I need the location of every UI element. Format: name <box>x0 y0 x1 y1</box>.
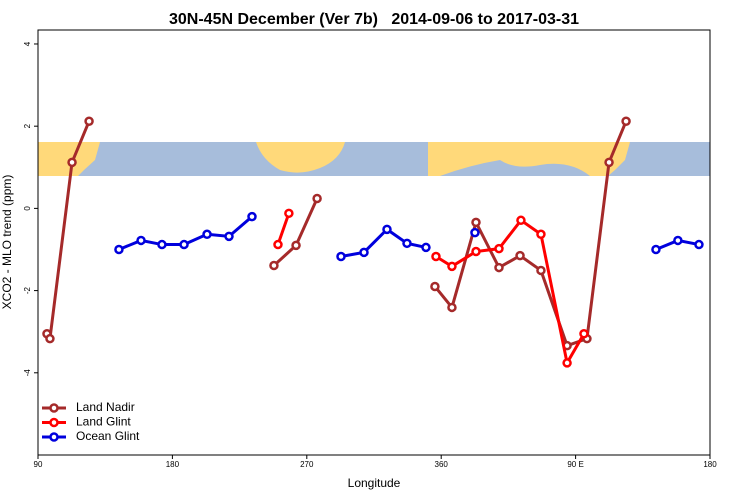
legend-marker <box>49 432 59 442</box>
point <box>471 217 481 228</box>
point <box>673 235 683 246</box>
y-tick-label: 0 <box>23 206 32 211</box>
point <box>471 246 481 257</box>
point <box>359 247 369 258</box>
point <box>291 240 301 251</box>
y-tick-label: -4 <box>23 369 32 377</box>
plot-frame <box>37 29 711 456</box>
point <box>430 281 440 292</box>
point <box>604 157 614 168</box>
x-tick-label: 360 <box>435 460 449 469</box>
point <box>269 260 279 271</box>
point <box>621 116 631 126</box>
x-axis-label: Longitude <box>348 476 401 490</box>
point <box>470 227 480 238</box>
point <box>402 238 412 249</box>
point <box>694 239 704 250</box>
point <box>579 328 589 339</box>
point <box>494 262 504 273</box>
point <box>179 239 189 250</box>
point <box>447 261 457 272</box>
point <box>45 333 55 344</box>
point <box>284 208 294 219</box>
point <box>157 239 167 250</box>
point <box>336 251 346 262</box>
point <box>431 251 441 262</box>
point <box>67 157 77 168</box>
point <box>273 239 283 250</box>
point <box>536 265 546 276</box>
point <box>515 250 525 261</box>
point <box>84 116 94 126</box>
chart-title: 30N-45N December (Ver 7b) 2014-09-06 to … <box>169 11 579 28</box>
x-tick-label: 270 <box>300 460 314 469</box>
point <box>202 229 212 240</box>
x-tick-label: 180 <box>166 460 180 469</box>
legend-label: Land Glint <box>76 415 131 429</box>
legend-label: Land Nadir <box>76 400 135 414</box>
legend-marker <box>49 417 59 428</box>
point <box>447 302 457 313</box>
point <box>494 243 504 254</box>
y-tick-label: 2 <box>23 123 32 128</box>
x-tick-label: 90 <box>34 460 43 469</box>
legend-marker <box>49 403 59 413</box>
point <box>651 244 661 255</box>
point <box>224 231 234 242</box>
point <box>136 235 146 246</box>
legend-label: Ocean Glint <box>76 429 140 443</box>
point <box>421 242 431 253</box>
map-band <box>38 142 710 176</box>
point <box>114 244 124 255</box>
point <box>516 215 526 226</box>
point <box>312 193 322 204</box>
y-tick-label: 4 <box>23 41 32 46</box>
x-tick-label: 180 <box>703 460 717 469</box>
point <box>562 358 572 368</box>
point <box>247 211 257 222</box>
x-tick-label: 90 E <box>567 460 583 469</box>
point <box>382 224 392 235</box>
point <box>536 229 546 240</box>
y-tick-label: -2 <box>23 286 32 294</box>
y-axis-label: XCO2 - MLO trend (ppm) <box>0 175 14 310</box>
